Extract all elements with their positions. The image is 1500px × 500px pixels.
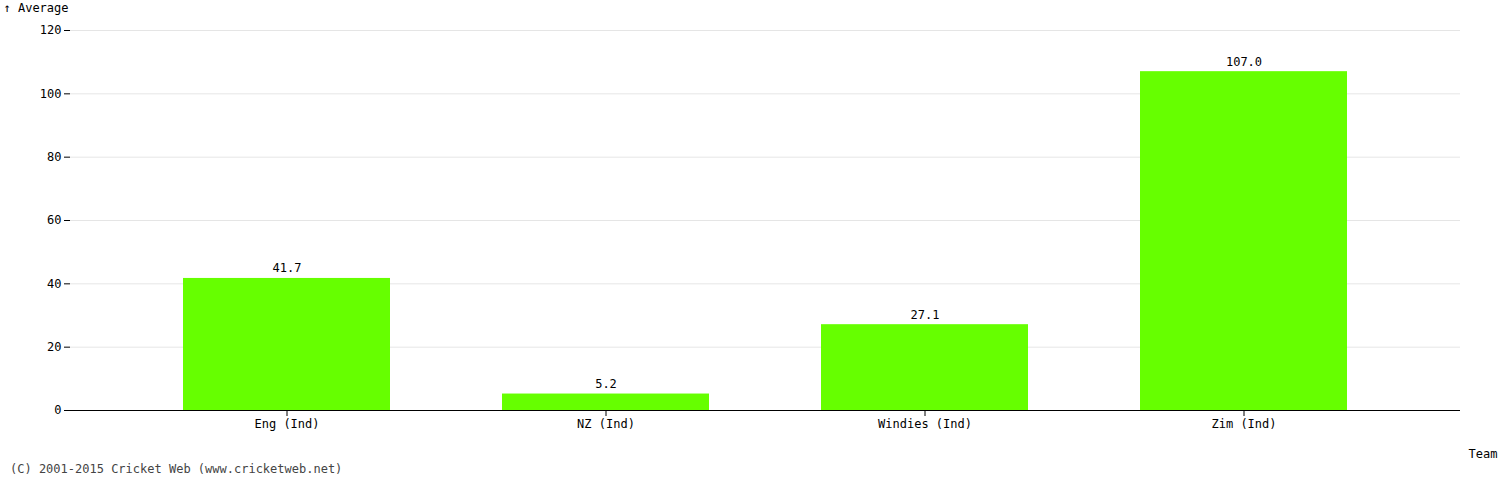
svg-text:80: 80 — [47, 150, 61, 164]
svg-text:60: 60 — [47, 213, 61, 227]
svg-text:Windies (Ind): Windies (Ind) — [878, 417, 972, 431]
svg-text:100: 100 — [40, 87, 62, 101]
svg-text:Eng (Ind): Eng (Ind) — [254, 417, 319, 431]
svg-text:5.2: 5.2 — [595, 377, 617, 391]
html-text:(C) 2001-2015 Cricket Web (www: (C) 2001-2015 Cricket Web (www.cricketwe… — [10, 462, 343, 476]
svg-text:41.7: 41.7 — [273, 261, 302, 275]
svg-text:Zim (Ind): Zim (Ind) — [1211, 417, 1276, 431]
svg-text:NZ (Ind): NZ (Ind) — [577, 417, 635, 431]
svg-text:Team: Team — [1469, 447, 1498, 461]
svg-text:27.1: 27.1 — [911, 308, 940, 322]
svg-text:107.0: 107.0 — [1226, 55, 1262, 69]
svg-text:20: 20 — [47, 340, 61, 354]
svg-text:0: 0 — [54, 403, 61, 417]
svg-text:↑ Average: ↑ Average — [4, 1, 69, 15]
svg-text:40: 40 — [47, 277, 61, 291]
svg-text:120: 120 — [40, 23, 62, 37]
